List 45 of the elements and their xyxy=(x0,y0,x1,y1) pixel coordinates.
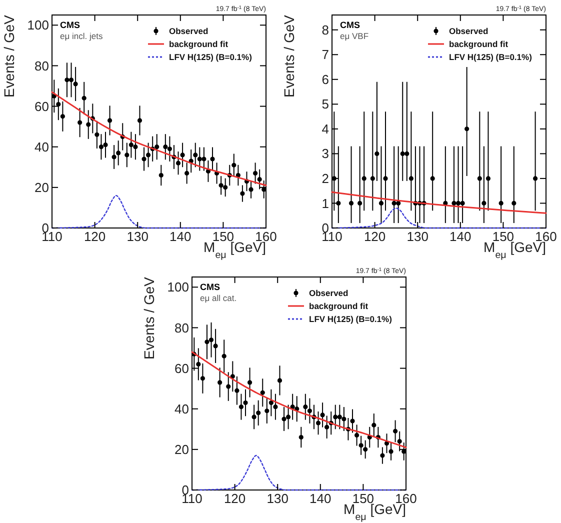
y-tick-label: 3 xyxy=(322,146,329,162)
legend-label: background fit xyxy=(309,300,368,311)
x-tick-label: 120 xyxy=(224,491,246,506)
y-tick-label: 80 xyxy=(174,320,189,336)
x-tick-label: 140 xyxy=(310,491,332,506)
y-tick-label: 5 xyxy=(322,96,329,112)
y-tick-label: 7 xyxy=(322,47,329,62)
x-tick-label: 130 xyxy=(266,491,288,506)
y-tick-label: 60 xyxy=(174,360,189,376)
y-tick-label: 100 xyxy=(167,280,189,295)
y-tick-label: 6 xyxy=(322,72,329,87)
legend-label: Observed xyxy=(309,288,348,298)
x-tick-label: 120 xyxy=(364,229,386,244)
y-axis-title: Events / GeV xyxy=(1,14,17,98)
legend-label: Observed xyxy=(449,26,488,36)
y-axis-title: Events / GeV xyxy=(281,14,297,98)
legend-label: background fit xyxy=(449,38,508,49)
annotation: eμ all cat. xyxy=(200,293,237,303)
x-tick-label: 130 xyxy=(126,229,148,244)
annotation: CMS xyxy=(60,20,80,30)
annotation: eμ VBF xyxy=(340,31,369,41)
y-tick-label: 100 xyxy=(27,18,49,33)
y-tick-label: 1 xyxy=(322,196,329,211)
x-tick-label: 130 xyxy=(406,229,428,244)
y-tick-label: 20 xyxy=(34,180,49,195)
legend-label: background fit xyxy=(169,38,228,49)
y-tick-label: 40 xyxy=(34,139,49,154)
y-tick-label: 4 xyxy=(322,121,329,136)
y-axis-title: Events / GeV xyxy=(141,276,157,360)
legend-label: LFV H(125) (B=0.1%) xyxy=(169,52,252,62)
x-tick-label: 140 xyxy=(170,229,192,244)
x-tick-label: 140 xyxy=(450,229,472,244)
legend-label: LFV H(125) (B=0.1%) xyxy=(449,52,532,62)
y-tick-label: 2 xyxy=(322,171,329,186)
y-tick-label: 80 xyxy=(34,58,49,74)
annotation: CMS xyxy=(340,20,360,30)
x-tick-label: 120 xyxy=(84,229,106,244)
annotation: CMS xyxy=(200,282,220,292)
y-tick-label: 60 xyxy=(34,98,49,114)
legend-label: LFV H(125) (B=0.1%) xyxy=(309,314,392,324)
annotation: eμ incl. jets xyxy=(60,31,103,41)
y-tick-label: 40 xyxy=(174,401,189,416)
legend-label: Observed xyxy=(169,26,208,36)
y-tick-label: 20 xyxy=(174,442,189,457)
y-tick-label: 8 xyxy=(322,22,329,38)
